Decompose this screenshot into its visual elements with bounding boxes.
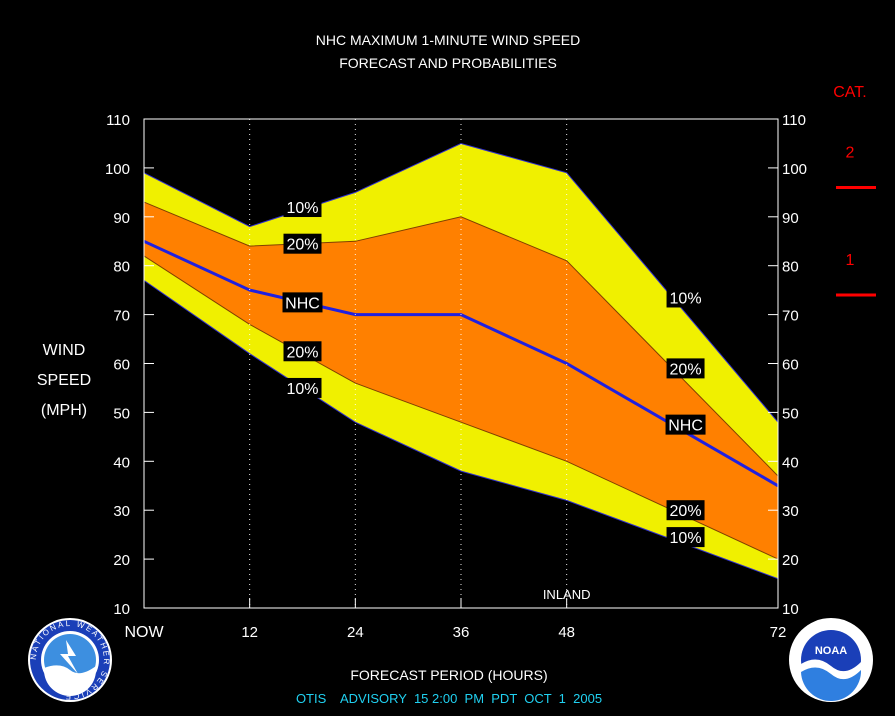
ylabel-line-3: (MPH) xyxy=(41,402,87,419)
series-line-upper20 xyxy=(143,201,779,477)
x-tick-label-3: 36 xyxy=(453,624,470,641)
y-tick-label-left-50: 50 xyxy=(113,405,130,422)
y-tick-label-left-10: 10 xyxy=(113,601,130,618)
band-label-bg-2 xyxy=(282,292,323,313)
ylabel-line-1: WIND xyxy=(43,342,86,359)
chart-title-group: NHC MAXIMUM 1-MINUTE WIND SPEED FORECAST… xyxy=(316,32,580,71)
y-tick-label-right-40: 40 xyxy=(782,454,799,471)
y-tick-label-left-110: 110 xyxy=(106,112,130,129)
ylabel-line-2: SPEED xyxy=(37,372,91,389)
chart-title: NHC MAXIMUM 1-MINUTE WIND SPEED xyxy=(316,32,580,48)
band-label-bg-9 xyxy=(666,527,705,548)
inland-label: INLAND xyxy=(543,587,591,602)
x-tick-label-1: 12 xyxy=(241,624,258,641)
band-label-4: 10% xyxy=(286,381,318,398)
x-tick-label-2: 24 xyxy=(347,624,364,641)
y-tick-label-right-60: 60 xyxy=(782,357,799,374)
noaa-logo: NOAA xyxy=(789,618,873,702)
y-tick-label-left-20: 20 xyxy=(113,552,130,569)
y-tick-label-right-90: 90 xyxy=(782,210,799,227)
series-line-upper10 xyxy=(143,142,779,423)
band-label-bg-7 xyxy=(665,414,706,435)
y-tick-label-left-60: 60 xyxy=(113,357,130,374)
x-tick-label-0: NOW xyxy=(124,624,164,641)
y-tick-label-right-80: 80 xyxy=(782,259,799,276)
y-tick-label-right-50: 50 xyxy=(782,405,799,422)
noaa-logo-wave-2 xyxy=(801,667,862,702)
band-label-bg-5 xyxy=(666,287,705,308)
y-tick-label-left-30: 30 xyxy=(113,503,130,520)
y-tick-label-right-110: 110 xyxy=(782,112,806,129)
nws-logo-cloud xyxy=(44,665,96,696)
band-label-0: 10% xyxy=(286,200,318,217)
y-tick-label-left-90: 90 xyxy=(113,210,130,227)
lightning-icon xyxy=(60,640,78,674)
y-tick-label-left-80: 80 xyxy=(113,259,130,276)
category-label-2: 2 xyxy=(846,144,855,161)
band-label-1: 20% xyxy=(286,237,318,254)
band-label-2: NHC xyxy=(285,295,320,312)
y-tick-label-right-20: 20 xyxy=(782,552,799,569)
chart-subtitle: FORECAST AND PROBABILITIES xyxy=(339,55,557,71)
category-legend: CAT. 2 1 xyxy=(833,84,876,297)
x-axis-label: FORECAST PERIOD (HOURS) xyxy=(350,667,547,683)
band-label-bg-8 xyxy=(666,500,705,521)
band-label-bg-4 xyxy=(283,377,322,398)
band-label-bg-6 xyxy=(666,358,705,379)
y-tick-label-right-70: 70 xyxy=(782,308,799,325)
band-label-bg-1 xyxy=(283,233,322,254)
band-20-percent xyxy=(144,202,778,560)
band-label-bg-0 xyxy=(283,197,322,218)
band-label-6: 20% xyxy=(670,361,702,378)
y-tick-label-left-40: 40 xyxy=(113,454,130,471)
y-tick-label-right-10: 10 xyxy=(782,601,799,618)
category-label-1: 1 xyxy=(846,252,855,269)
series-line-lower10 xyxy=(143,279,779,580)
x-tick-label-5: 72 xyxy=(770,624,787,641)
noaa-logo-text: NOAA xyxy=(815,645,847,657)
category-legend-title: CAT. xyxy=(833,84,866,101)
series-line-nhc xyxy=(143,239,779,488)
y-tick-label-left-100: 100 xyxy=(105,161,130,178)
y-axis-ticks: 10 10 20 20 30 30 40 40 50 50 60 60 70 70 80 80 90 90 100 1… xyxy=(105,112,807,618)
band-label-8: 20% xyxy=(670,503,702,520)
band-label-9: 10% xyxy=(670,530,702,547)
y-tick-label-right-100: 100 xyxy=(782,161,807,178)
x-tick-label-4: 48 xyxy=(558,624,575,641)
y-tick-label-right-30: 30 xyxy=(782,503,799,520)
band-label-5: 10% xyxy=(670,290,702,307)
band-label-3: 20% xyxy=(286,344,318,361)
nws-logo: NATIONAL WEATHER SERVICE xyxy=(28,618,112,702)
band-label-7: NHC xyxy=(668,418,703,435)
series-line-lower20 xyxy=(143,255,779,560)
x-axis-ticks: NOW 12 24 36 48 72 INLAND xyxy=(124,587,786,641)
y-axis-label: WIND SPEED (MPH) xyxy=(37,342,91,419)
band-labels: 10% 20% NHC 20% 10% 10% 20% NHC 20% 10% xyxy=(282,197,706,548)
band-label-bg-3 xyxy=(283,341,322,362)
advisory-text: OTIS ADVISORY 15 2:00 PM PDT OCT 1 2005 xyxy=(296,691,602,706)
y-tick-label-left-70: 70 xyxy=(113,308,130,325)
